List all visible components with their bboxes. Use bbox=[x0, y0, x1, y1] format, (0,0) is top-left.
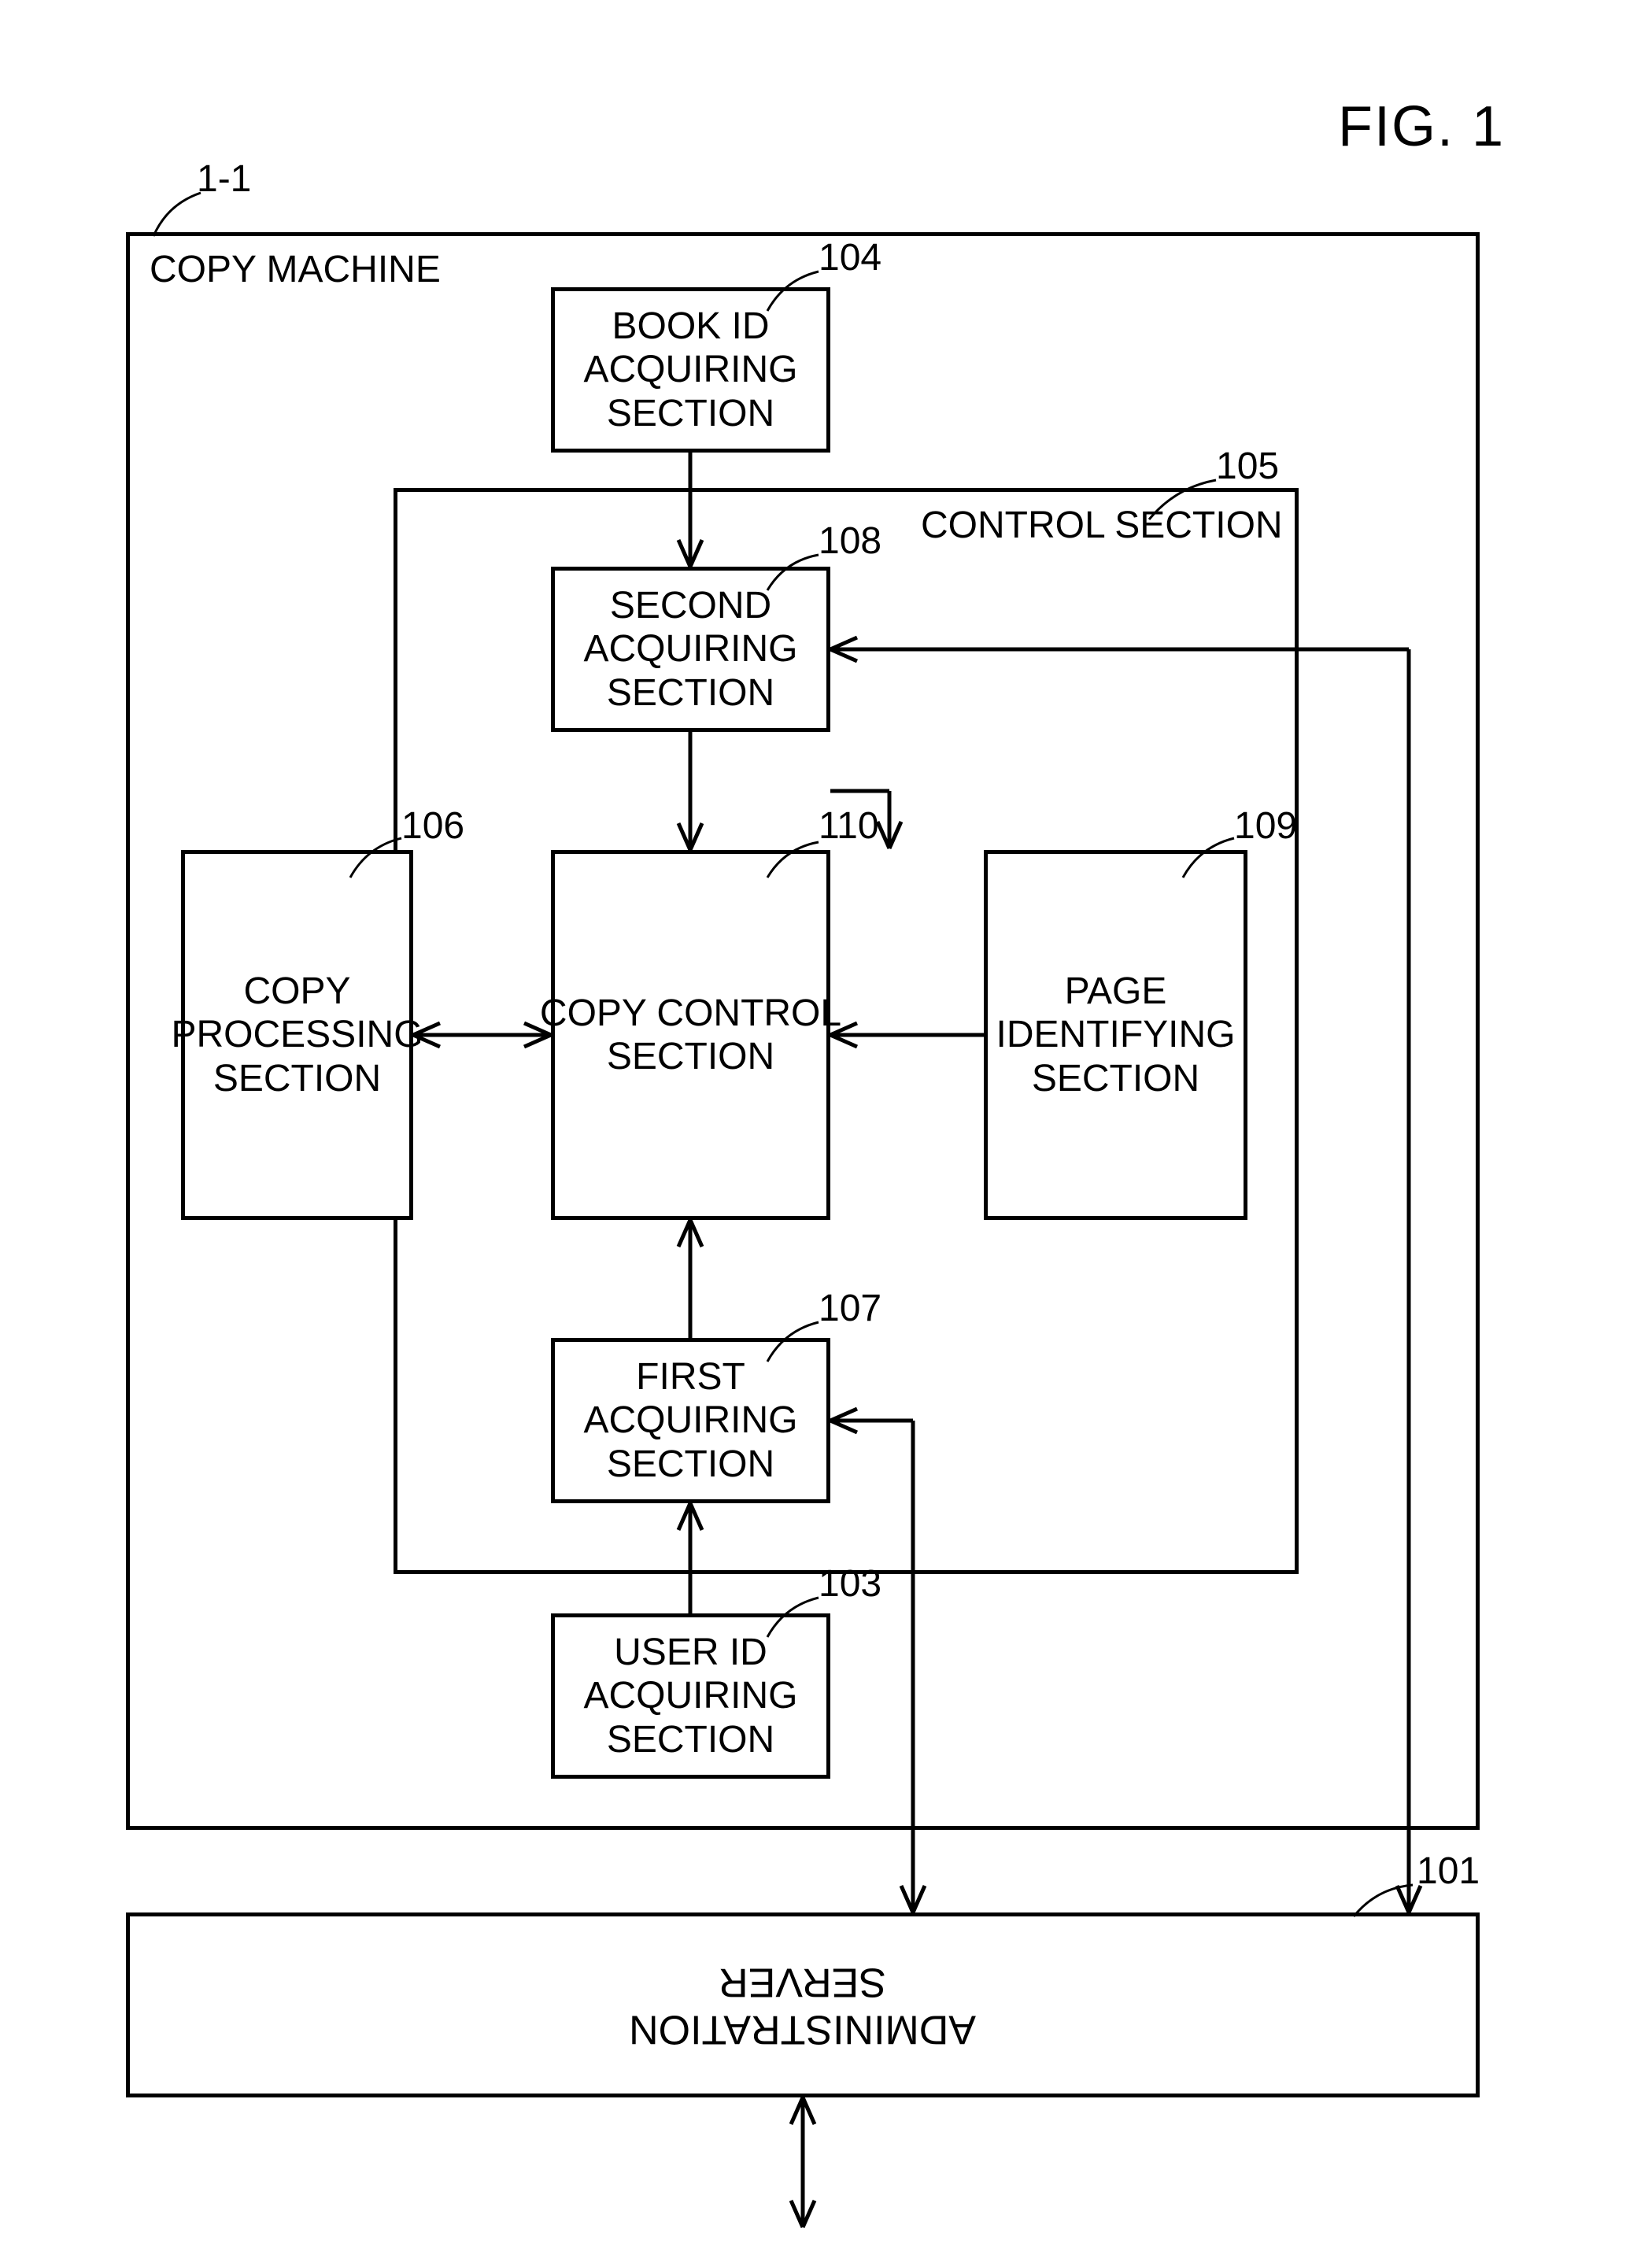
user-id-box: USER ID ACQUIRING SECTION bbox=[551, 1613, 830, 1779]
book-id-label: BOOK ID ACQUIRING SECTION bbox=[583, 305, 797, 435]
copy-machine-ref: 1-1 bbox=[197, 157, 251, 201]
control-section-label: CONTROL SECTION bbox=[921, 504, 1283, 547]
copy-processing-ref: 106 bbox=[401, 804, 464, 848]
second-acq-ref: 108 bbox=[819, 519, 881, 563]
control-section-ref: 105 bbox=[1216, 445, 1279, 488]
page-identifying-box: PAGE IDENTIFYING SECTION bbox=[984, 850, 1247, 1220]
copy-control-label: COPY CONTROL SECTION bbox=[540, 992, 841, 1078]
second-acq-label: SECOND ACQUIRING SECTION bbox=[583, 584, 797, 715]
second-acq-box: SECOND ACQUIRING SECTION bbox=[551, 567, 830, 732]
user-id-ref: 103 bbox=[819, 1562, 881, 1606]
user-id-label: USER ID ACQUIRING SECTION bbox=[583, 1631, 797, 1761]
admin-server-ref: 101 bbox=[1417, 1850, 1480, 1893]
copy-processing-box: COPY PROCESSING SECTION bbox=[181, 850, 413, 1220]
copy-processing-label: COPY PROCESSING SECTION bbox=[171, 970, 423, 1100]
admin-server-label: ADMINISTRATION SERVER bbox=[629, 1958, 976, 2053]
first-acq-box: FIRST ACQUIRING SECTION bbox=[551, 1338, 830, 1503]
book-id-ref: 104 bbox=[819, 236, 881, 279]
figure-title: FIG. 1 bbox=[1338, 94, 1505, 159]
page-identifying-label: PAGE IDENTIFYING SECTION bbox=[996, 970, 1235, 1100]
first-acq-label: FIRST ACQUIRING SECTION bbox=[583, 1355, 797, 1486]
page-identifying-ref: 109 bbox=[1234, 804, 1297, 848]
first-acq-ref: 107 bbox=[819, 1287, 881, 1330]
admin-server-box: ADMINISTRATION SERVER bbox=[126, 1912, 1480, 2097]
diagram-canvas: FIG. 1 COPY MACHINE 1-1 CONTROL SECTION … bbox=[0, 0, 1652, 2258]
copy-control-ref: 110 bbox=[819, 804, 879, 848]
book-id-box: BOOK ID ACQUIRING SECTION bbox=[551, 287, 830, 453]
copy-control-box: COPY CONTROL SECTION bbox=[551, 850, 830, 1220]
copy-machine-label: COPY MACHINE bbox=[150, 248, 441, 291]
